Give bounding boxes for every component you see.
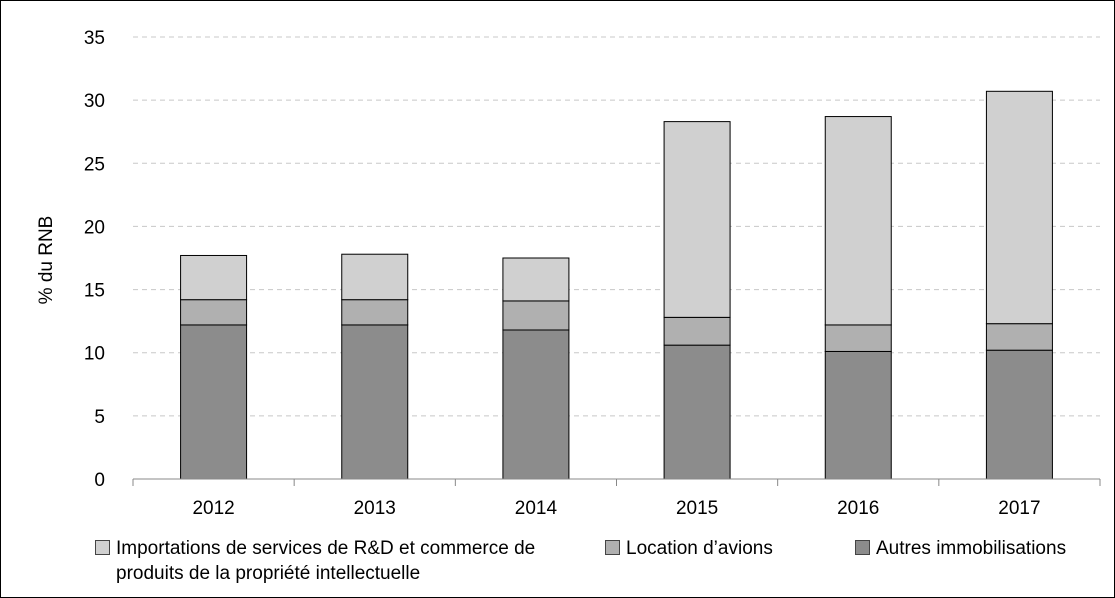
bar-segment xyxy=(341,324,409,480)
x-tick-label: 2012 xyxy=(192,498,234,519)
bar-segment xyxy=(663,121,731,318)
bar-segment xyxy=(663,316,731,346)
bar-segment xyxy=(824,350,892,480)
y-tick-labels: 0 5 10 15 20 25 30 35 xyxy=(84,28,105,491)
y-axis-label: % du RNB xyxy=(36,216,57,305)
x-tick-label: 2015 xyxy=(676,498,718,519)
bar-segment xyxy=(985,349,1053,480)
bar-segment xyxy=(180,254,248,301)
x-tick-label: 2013 xyxy=(354,498,396,519)
bar-segment xyxy=(985,323,1053,351)
bar-segment xyxy=(502,300,570,331)
legend-item-aircraft-leasing: Location d’avions xyxy=(605,536,773,561)
bar-segment xyxy=(824,324,892,352)
bar-segment xyxy=(341,299,409,326)
x-tick-label: 2017 xyxy=(998,498,1040,519)
bars xyxy=(180,90,1053,480)
bar-segment xyxy=(341,253,409,301)
x-tick-label: 2014 xyxy=(515,498,558,519)
legend-swatch-aircraft-leasing xyxy=(605,540,620,555)
legend-label-aircraft-leasing: Location d’avions xyxy=(626,538,773,559)
y-tick-label: 0 xyxy=(94,470,105,491)
bar-segment xyxy=(663,344,731,480)
bar-segment xyxy=(180,299,248,326)
legend-swatch-rd-imports xyxy=(95,540,110,555)
bar-segment xyxy=(502,257,570,302)
legend-label-rd-imports: Importations de services de R&D et comme… xyxy=(116,538,536,584)
legend-item-other-assets: Autres immobilisations xyxy=(855,536,1066,561)
gridlines xyxy=(133,36,1100,417)
legend-label-other-assets: Autres immobilisations xyxy=(876,538,1067,559)
legend-swatch-other-assets xyxy=(855,540,870,555)
axes xyxy=(132,478,1101,486)
bar-segment xyxy=(180,324,248,480)
y-tick-label: 15 xyxy=(84,281,105,302)
x-tick-labels: 2012 2013 2014 2015 2016 2017 xyxy=(192,498,1040,519)
bar-segment xyxy=(824,116,892,326)
legend-item-rd-imports: Importations de services de R&D et comme… xyxy=(95,536,565,586)
x-tick-label: 2016 xyxy=(837,498,879,519)
y-tick-label: 35 xyxy=(84,28,105,49)
y-tick-label: 5 xyxy=(94,407,105,428)
bar-segment xyxy=(985,90,1053,325)
y-tick-label: 10 xyxy=(84,344,105,365)
y-tick-label: 25 xyxy=(84,154,105,175)
y-tick-label: 20 xyxy=(84,217,105,238)
bar-segment xyxy=(502,329,570,480)
y-tick-label: 30 xyxy=(84,91,105,112)
